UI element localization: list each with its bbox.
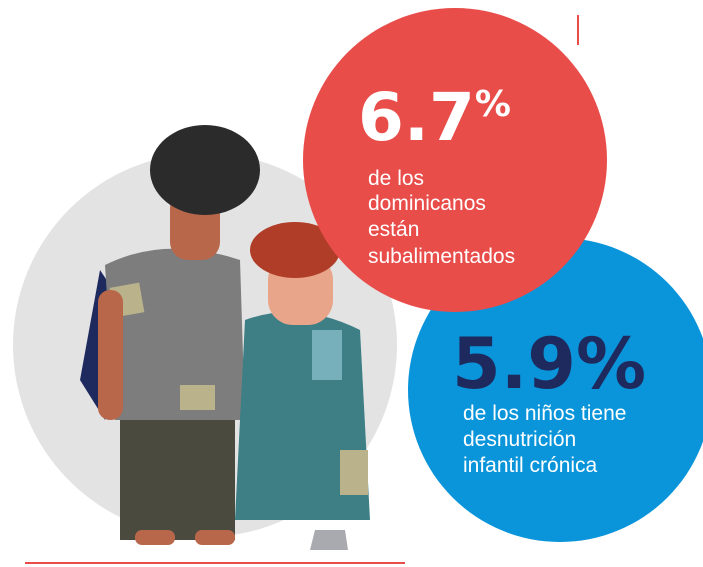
stat-symbol: % — [576, 323, 646, 405]
stat-line: están — [368, 218, 419, 241]
stat-line: desnutrición — [463, 428, 576, 451]
stat-number: 6.7 — [358, 79, 475, 156]
stat-symbol: % — [475, 84, 511, 125]
stat-value: 5.9% — [452, 323, 646, 405]
stat-number: 5.9 — [452, 323, 576, 405]
stat-line: de los — [368, 167, 424, 190]
stat-line: dominicanos — [368, 192, 486, 215]
infographic: 6.7% de los dominicanos están subaliment… — [0, 0, 703, 567]
stat-line: infantil crónica — [463, 454, 598, 477]
stat-line: subalimentados — [368, 245, 515, 268]
stat-line: de los niños tiene — [463, 402, 626, 425]
